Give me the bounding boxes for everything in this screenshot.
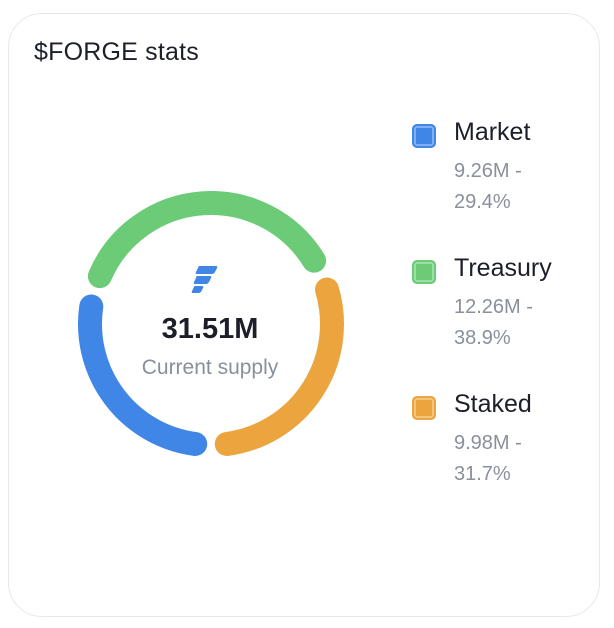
legend-swatch-market — [412, 124, 436, 148]
forge-logo-icon — [191, 266, 218, 293]
donut-segment-market — [78, 294, 208, 456]
current-supply-label: Current supply — [141, 356, 279, 379]
legend-label-treasury: Treasury — [454, 254, 552, 282]
current-supply-value: 31.51M — [161, 313, 259, 345]
legend-swatch-treasury — [412, 260, 436, 284]
forge-stats-card — [8, 13, 600, 617]
legend-label-market: Market — [454, 118, 531, 146]
legend-label-staked: Staked — [454, 390, 532, 418]
card-title: $FORGE stats — [34, 38, 199, 66]
legend-value-treasury: 12.26M - 38.9% — [454, 296, 533, 349]
donut-segment-staked — [214, 277, 344, 456]
legend-value-market: 9.26M - 29.4% — [454, 160, 522, 213]
supply-donut-chart — [78, 191, 344, 456]
donut-segment-treasury — [87, 191, 327, 289]
legend-value-staked: 9.98M - 31.7% — [454, 432, 522, 485]
legend-swatch-staked — [412, 396, 436, 420]
